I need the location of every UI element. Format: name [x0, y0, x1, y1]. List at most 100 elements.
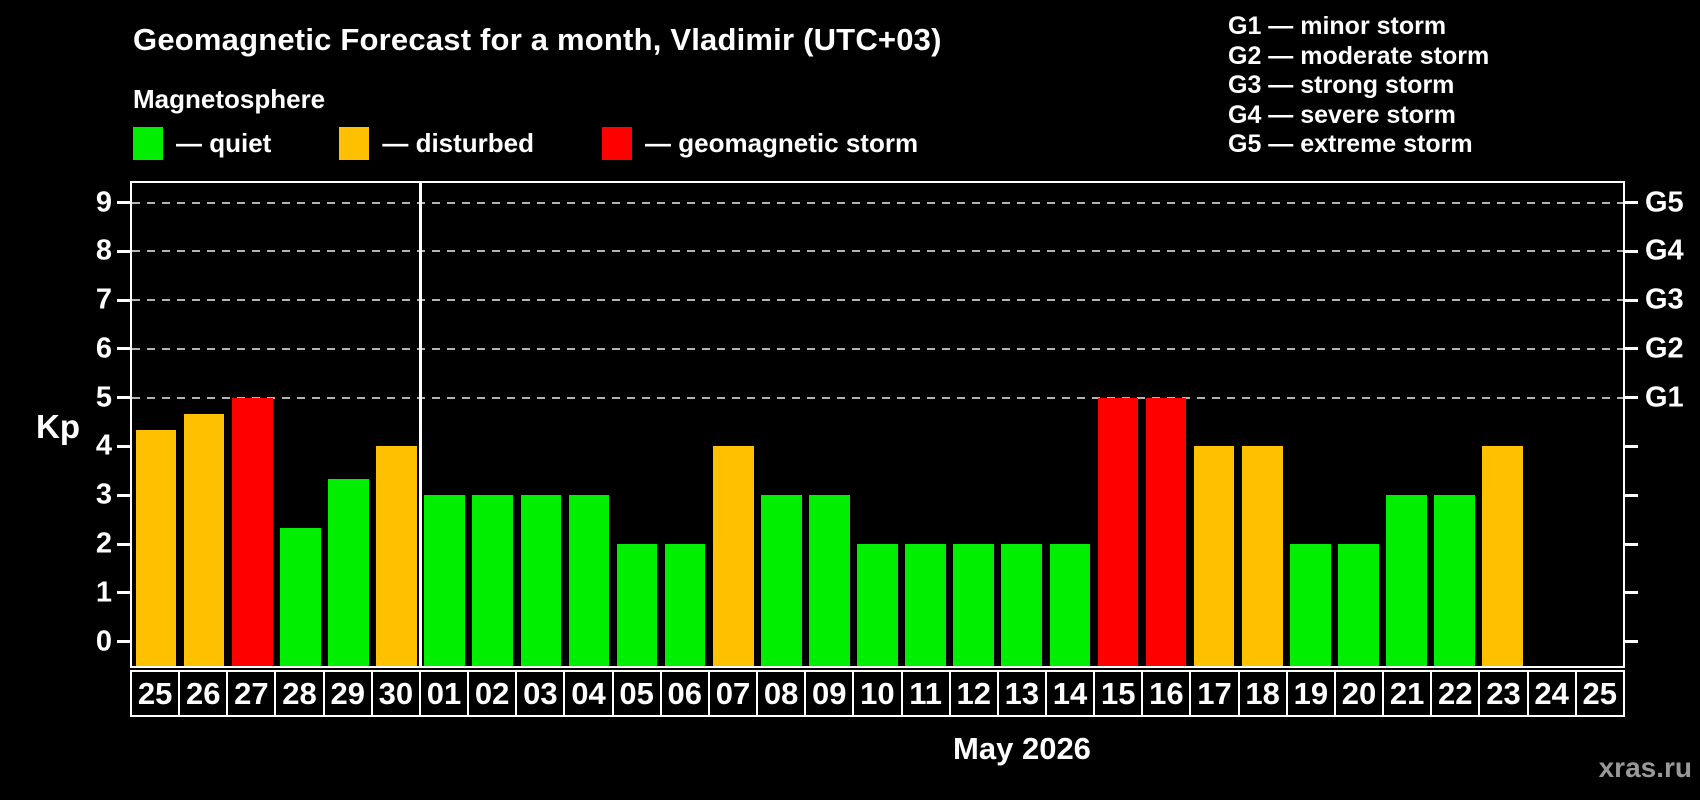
day-cell: 12 [948, 670, 999, 717]
day-cell: 07 [707, 670, 759, 717]
kp-bar [1434, 495, 1475, 666]
kp-bar [328, 479, 369, 666]
kp-bar [1386, 495, 1427, 666]
status-legend: — quiet — disturbed — geomagnetic storm [133, 127, 918, 160]
day-cell: 14 [1044, 670, 1096, 717]
g-legend-line: G2 — moderate storm [1228, 41, 1490, 70]
day-cell: 10 [852, 670, 903, 717]
kp-bar [231, 397, 273, 666]
y-axis-tick-left [117, 542, 130, 546]
kp-bar [376, 446, 417, 666]
kp-bar [1241, 446, 1283, 666]
y-axis-tick-right [1625, 201, 1638, 204]
kp-bar [1482, 446, 1524, 666]
x-axis-title: May 2026 [953, 731, 1091, 766]
kp-bar [568, 495, 610, 666]
g-axis-label: G2 [1645, 332, 1684, 365]
plot-area [130, 181, 1625, 668]
kp-bar [520, 495, 562, 666]
kp-bar [712, 446, 754, 666]
x-axis-day-labels: 25 26 27 28 29 30 01 02 03 04 05 06 07 08 09 10 11 12 13 14… [130, 670, 1625, 717]
y-axis-tick-label: 6 [95, 332, 112, 365]
day-cell: 13 [996, 670, 1047, 717]
day-cell: 01 [418, 670, 470, 717]
y-axis-tick-label: 7 [95, 283, 112, 316]
y-axis-tick-left [117, 444, 130, 448]
kp-gridline [132, 396, 1623, 399]
kp-bar [809, 495, 850, 666]
legend-label: — quiet [176, 128, 272, 158]
legend-item: — quiet [133, 127, 271, 160]
kp-bar [1097, 397, 1139, 666]
y-axis-tick-label: 4 [95, 429, 112, 462]
day-cell: 05 [611, 670, 662, 717]
y-axis-tick-left [117, 640, 130, 644]
kp-bar [424, 495, 465, 666]
y-axis-tick-right [1625, 493, 1638, 497]
day-cell: 11 [900, 670, 951, 717]
day-cell: 22 [1430, 670, 1481, 717]
kp-bar [1290, 544, 1331, 666]
day-cell: 23 [1478, 670, 1529, 717]
day-cell: 03 [515, 670, 566, 717]
kp-bar [1193, 446, 1235, 666]
kp-bar [1001, 544, 1043, 666]
day-cell: 19 [1285, 670, 1336, 717]
y-axis-tick-label: 3 [95, 478, 112, 511]
y-axis-tick-right [1625, 347, 1638, 351]
day-cell: 27 [226, 670, 277, 717]
y-axis-tick-left [117, 493, 130, 497]
y-axis-tick-left [117, 201, 130, 204]
legend-swatch-storm [602, 127, 633, 160]
kp-bar [857, 544, 898, 666]
day-cell: 02 [467, 670, 518, 717]
day-cell: 30 [370, 670, 421, 717]
day-cell: 20 [1333, 670, 1385, 717]
g-scale-legend: G1 — minor storm G2 — moderate storm G3 — … [1228, 12, 1489, 160]
page-title: Geomagnetic Forecast for a month, Vladim… [133, 22, 942, 57]
y-axis-tick-label: 1 [95, 576, 112, 609]
day-cell: 09 [804, 670, 855, 717]
kp-gridline [132, 250, 1623, 253]
magnetosphere-heading: Magnetosphere [133, 84, 326, 114]
y-axis-tick-left [117, 298, 130, 302]
y-axis-tick-label: 0 [95, 625, 112, 658]
day-cell: 18 [1237, 670, 1288, 717]
kp-gridline [132, 299, 1623, 302]
y-axis-tick-right [1625, 396, 1638, 400]
legend-label: — geomagnetic storm [645, 128, 919, 158]
g-legend-line: G5 — extreme storm [1228, 130, 1473, 159]
y-axis-tick-label: 2 [95, 527, 112, 560]
y-axis-tick-left [117, 249, 130, 253]
kp-bar [905, 544, 946, 666]
day-cell: 26 [178, 670, 229, 717]
kp-bar [1049, 544, 1091, 666]
kp-gridline [132, 347, 1623, 350]
kp-bar [761, 495, 802, 666]
legend-swatch-quiet [133, 127, 163, 160]
y-axis-tick-right [1625, 298, 1638, 302]
day-cell: 06 [659, 670, 710, 717]
day-cell: 21 [1382, 670, 1433, 717]
day-cell: 29 [322, 670, 373, 717]
kp-bar [1338, 544, 1379, 666]
y-axis-tick-right [1625, 591, 1638, 595]
month-separator-line [419, 183, 423, 666]
day-cell: 16 [1141, 670, 1192, 717]
g-axis-label: G4 [1645, 234, 1684, 267]
g-axis-label: G3 [1645, 283, 1684, 316]
day-cell: 17 [1189, 670, 1240, 717]
y-axis-tick-right [1625, 249, 1638, 253]
legend-label: — disturbed [382, 128, 535, 158]
y-axis-title: Kp [36, 408, 80, 445]
day-cell: 28 [274, 670, 325, 717]
kp-bar [1145, 397, 1187, 666]
g-legend-line: G3 — strong storm [1228, 71, 1455, 100]
g-legend-line: G1 — minor storm [1228, 12, 1447, 40]
y-axis-tick-left [117, 347, 130, 351]
y-axis-tick-left [117, 396, 130, 400]
g-legend-line: G4 — severe storm [1228, 100, 1456, 129]
y-axis-tick-label: 8 [95, 234, 112, 267]
y-axis-tick-label: 9 [95, 186, 112, 218]
